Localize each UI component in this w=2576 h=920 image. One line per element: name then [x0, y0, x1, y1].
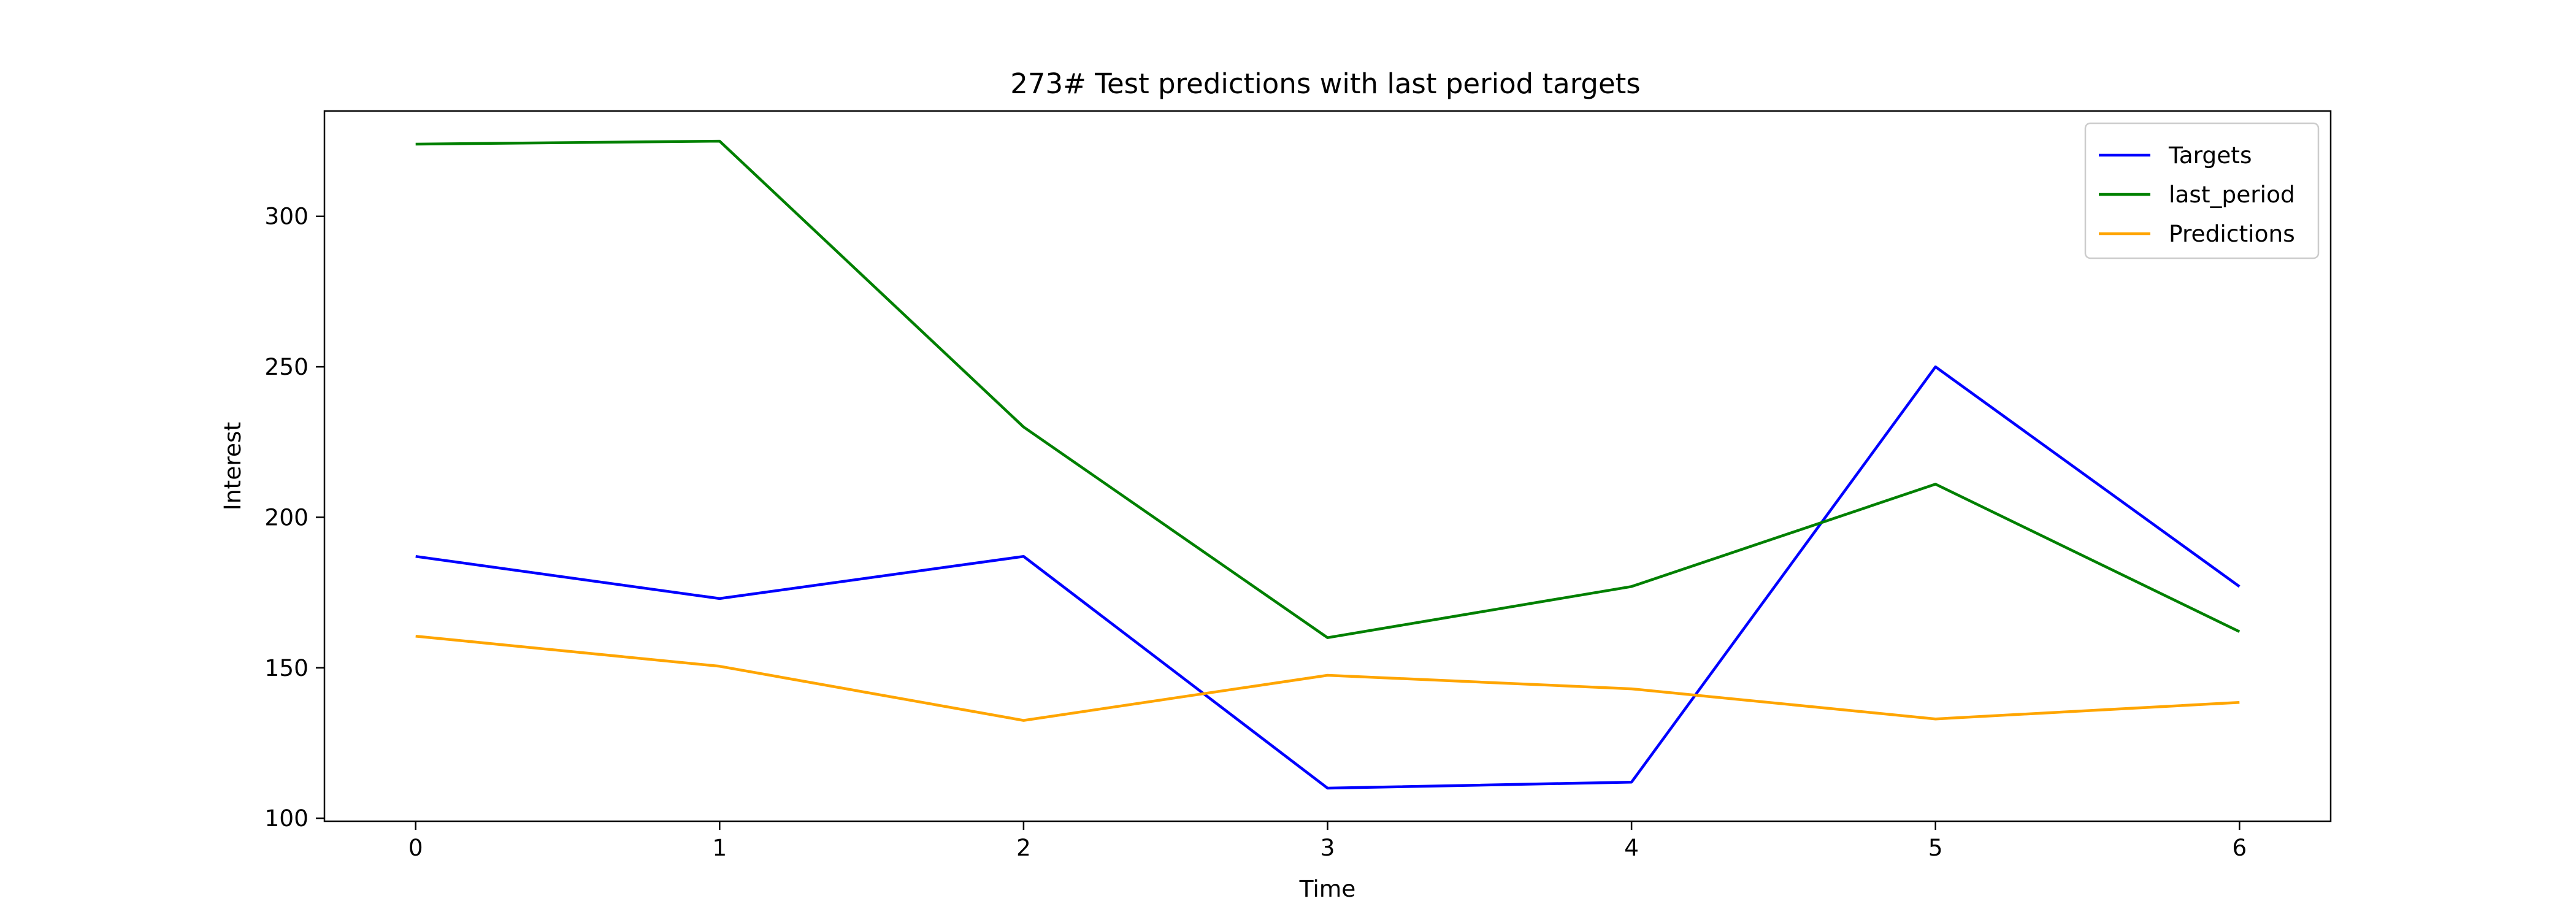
x-tick-label: 0 [408, 834, 423, 861]
legend-label: Targets [2168, 142, 2252, 169]
x-axis: 0 1 2 3 4 5 6 [408, 821, 2247, 861]
series-lines [415, 139, 2241, 790]
x-tick-label: 6 [2232, 834, 2247, 861]
y-tick-label: 300 [264, 203, 309, 230]
y-tick-label: 250 [264, 353, 309, 380]
y-tick-label: 100 [264, 805, 309, 832]
y-axis-label: Interest [219, 422, 246, 511]
legend-label: Predictions [2169, 220, 2295, 247]
series-line-predictions [415, 634, 2240, 722]
x-tick-label: 4 [1624, 834, 1639, 861]
legend: Targets last_period Predictions [2084, 122, 2320, 259]
y-tick-label: 150 [264, 654, 309, 681]
legend-label: last_period [2169, 181, 2295, 208]
y-tick-label: 200 [264, 504, 309, 531]
series-line-last-period [415, 139, 2241, 639]
x-tick-label: 2 [1016, 834, 1031, 861]
chart-title: 273# Test predictions with last period t… [1010, 67, 1641, 100]
y-axis: 100 150 200 250 300 [264, 203, 324, 832]
x-axis-label: Time [1299, 875, 1356, 902]
series-line-targets [415, 365, 2241, 790]
x-tick-label: 1 [712, 834, 727, 861]
x-tick-label: 3 [1321, 834, 1335, 861]
x-tick-label: 5 [1928, 834, 1943, 861]
legend-box [2084, 122, 2320, 259]
